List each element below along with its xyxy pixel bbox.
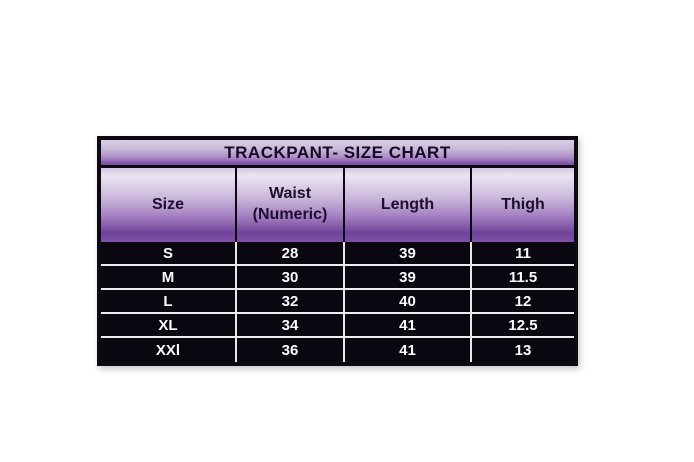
cell-size: XL [101, 314, 237, 336]
table-row-xxl: XXl 36 41 13 [101, 338, 574, 362]
column-header-length-label: Length [380, 195, 435, 213]
cell-waist: 28 [237, 242, 345, 264]
table-row-xl: XL 34 41 12.5 [101, 314, 574, 338]
cell-length: 40 [345, 290, 472, 312]
cell-length: 41 [345, 314, 472, 336]
column-header-size-label: Size [151, 195, 184, 213]
column-header-length: Length [345, 168, 472, 242]
column-header-waist: Waist (Numeric) [237, 168, 345, 242]
size-chart-table: TRACKPANT- SIZE CHART Size Waist (Numeri… [97, 136, 578, 366]
table-row-m: M 30 39 11.5 [101, 266, 574, 290]
cell-size: M [101, 266, 237, 288]
cell-waist: 32 [237, 290, 345, 312]
cell-length: 39 [345, 266, 472, 288]
table-row-l: L 32 40 12 [101, 290, 574, 314]
chart-title-bar: TRACKPANT- SIZE CHART [101, 140, 574, 168]
cell-length: 41 [345, 338, 472, 362]
column-header-size: Size [101, 168, 237, 242]
table-body: S 28 39 11 M 30 39 11.5 L 32 40 12 XL 34… [101, 242, 574, 362]
cell-thigh: 11.5 [508, 268, 538, 286]
cell-length: 39 [345, 242, 472, 264]
cell-size: XXl [101, 338, 237, 362]
column-header-waist-line2: (Numeric) [252, 206, 328, 223]
column-header-thigh-label: Thigh [501, 195, 545, 213]
cell-waist: 36 [237, 338, 345, 362]
cell-waist: 30 [237, 266, 345, 288]
cell-thigh: 13 [514, 341, 532, 359]
table-row-s: S 28 39 11 [101, 242, 574, 266]
column-header-waist-line1: Waist [268, 185, 312, 203]
chart-title: TRACKPANT- SIZE CHART [224, 142, 451, 162]
column-header-thigh: Thigh [472, 168, 574, 242]
cell-size: L [101, 290, 237, 312]
cell-thigh: 11 [515, 244, 531, 262]
cell-waist: 34 [237, 314, 345, 336]
cell-thigh: 12 [514, 292, 532, 310]
table-header-row: Size Waist (Numeric) Length Thigh [101, 168, 574, 242]
cell-size: S [101, 242, 237, 264]
cell-thigh: 12.5 [508, 316, 538, 334]
